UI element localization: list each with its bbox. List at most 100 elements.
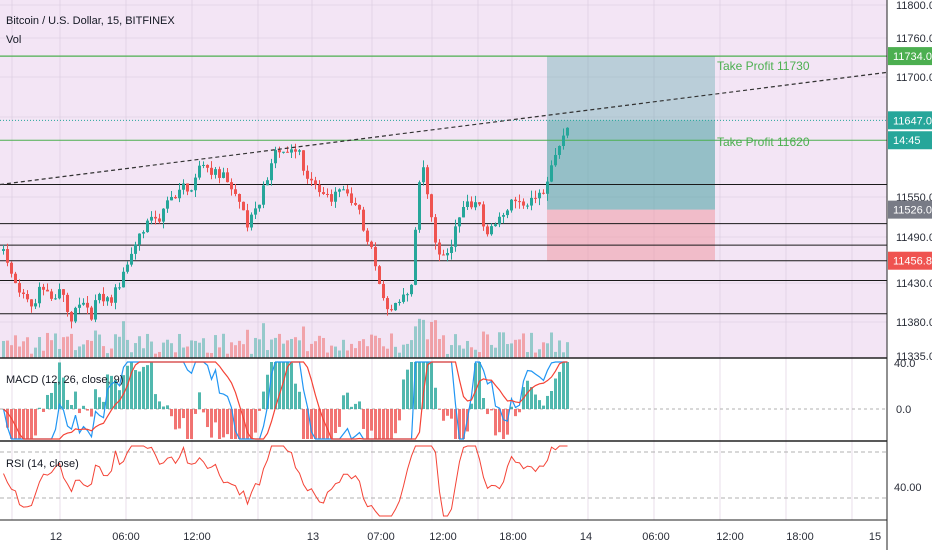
candle-body bbox=[2, 249, 5, 251]
price-tick: 11700.0 bbox=[896, 72, 932, 84]
volume-bar bbox=[330, 345, 333, 358]
candle-body bbox=[110, 297, 113, 303]
time-label: 12:00 bbox=[716, 531, 744, 543]
volume-bar bbox=[190, 340, 193, 358]
candle-body bbox=[150, 216, 153, 221]
candle-body bbox=[262, 185, 265, 205]
candle-body bbox=[54, 298, 57, 300]
histogram-bar bbox=[482, 398, 485, 409]
candle-body bbox=[414, 229, 417, 285]
time-label: 13 bbox=[307, 531, 319, 543]
candle-body bbox=[406, 294, 409, 296]
histogram-bar bbox=[302, 409, 305, 439]
candle-body bbox=[310, 178, 313, 181]
price-axis-background[interactable] bbox=[887, 0, 932, 550]
candle-body bbox=[390, 309, 393, 311]
volume-bar bbox=[370, 334, 373, 358]
grid-lines bbox=[0, 0, 887, 520]
price-badge-label: 11647.0 bbox=[893, 115, 932, 127]
histogram-bar bbox=[278, 362, 281, 409]
volume-label[interactable]: Vol bbox=[6, 34, 21, 46]
histogram-bar bbox=[234, 409, 237, 439]
time-label: 12:00 bbox=[183, 531, 211, 543]
volume-bar bbox=[538, 349, 541, 358]
price-tick: 11800.0 bbox=[896, 0, 932, 12]
symbol-title[interactable]: Bitcoin / U.S. Dollar, 15, BITFINEX bbox=[6, 15, 175, 27]
volume-bar bbox=[34, 347, 37, 358]
volume-bar bbox=[150, 341, 153, 358]
candle-body bbox=[458, 217, 461, 227]
volume-bar bbox=[410, 340, 413, 358]
histogram-bar bbox=[498, 409, 501, 433]
candle-body bbox=[186, 183, 189, 192]
volume-bar bbox=[246, 329, 249, 358]
price-badge bbox=[888, 131, 932, 150]
histogram-bar bbox=[530, 387, 533, 409]
histogram-bar bbox=[442, 409, 445, 421]
histogram-bar bbox=[410, 362, 413, 409]
histogram-bar bbox=[222, 409, 225, 438]
candle-body bbox=[418, 182, 421, 230]
candle-body bbox=[246, 210, 249, 228]
candle-body bbox=[566, 127, 569, 136]
histogram-bar bbox=[186, 409, 189, 439]
candle-body bbox=[398, 301, 401, 303]
price-badge bbox=[888, 47, 932, 66]
macd-line bbox=[2, 361, 568, 440]
candle-body bbox=[430, 194, 433, 218]
volume-bar bbox=[274, 337, 277, 358]
candle-body bbox=[210, 167, 213, 175]
candle-body bbox=[142, 232, 145, 234]
histogram-bar bbox=[238, 409, 241, 439]
volume-bar bbox=[314, 341, 317, 358]
candle-body bbox=[218, 169, 221, 178]
candle-body bbox=[362, 209, 365, 231]
volume-bar bbox=[562, 352, 565, 358]
candle-body bbox=[18, 283, 21, 293]
volume-bar bbox=[522, 333, 525, 358]
histogram-bar bbox=[46, 394, 49, 409]
histogram-bar bbox=[470, 403, 473, 409]
rsi-tick-40: 40.00 bbox=[894, 482, 922, 494]
macd-label[interactable]: MACD (12, 26, close, 9) bbox=[6, 374, 123, 386]
candle-body bbox=[50, 291, 53, 299]
histogram-bar bbox=[226, 409, 229, 435]
histogram-bar bbox=[506, 409, 509, 435]
volume-bar bbox=[30, 353, 33, 358]
histogram-bar bbox=[458, 409, 461, 439]
price-tick: 11760.0 bbox=[896, 33, 932, 45]
volume-bar bbox=[558, 340, 561, 358]
candle-body bbox=[522, 201, 525, 206]
price-tick: 11335.0 bbox=[896, 351, 932, 363]
volume-bar bbox=[346, 350, 349, 358]
histogram-bar bbox=[110, 375, 113, 409]
candle-body bbox=[198, 165, 201, 178]
candle-body bbox=[250, 214, 253, 228]
histogram-bar bbox=[370, 409, 373, 431]
candle-body bbox=[78, 304, 81, 308]
candles bbox=[2, 127, 569, 329]
volume-bar bbox=[54, 333, 57, 358]
candle-body bbox=[122, 271, 125, 288]
volume-bar bbox=[450, 345, 453, 358]
price-badges: 11734.0 11647.0 14:45 11526.0 11456.8 bbox=[888, 47, 932, 270]
candle-body bbox=[374, 247, 377, 267]
histogram-bar bbox=[386, 409, 389, 439]
histogram-bar bbox=[126, 365, 129, 409]
histogram-bar bbox=[306, 409, 309, 439]
volume-bar bbox=[222, 333, 225, 358]
candle-body bbox=[274, 150, 277, 164]
candle-body bbox=[394, 302, 397, 311]
trend-line[interactable] bbox=[0, 71, 888, 186]
volume-bar bbox=[206, 352, 209, 358]
candle-body bbox=[206, 164, 209, 168]
histogram-bar bbox=[10, 409, 13, 439]
rsi-label[interactable]: RSI (14, close) bbox=[6, 458, 79, 470]
volume-bar bbox=[338, 350, 341, 358]
candle-body bbox=[222, 172, 225, 178]
volume-bar bbox=[130, 352, 133, 358]
histogram-bar bbox=[546, 395, 549, 409]
candle-body bbox=[446, 252, 449, 256]
candle-body bbox=[46, 289, 49, 292]
